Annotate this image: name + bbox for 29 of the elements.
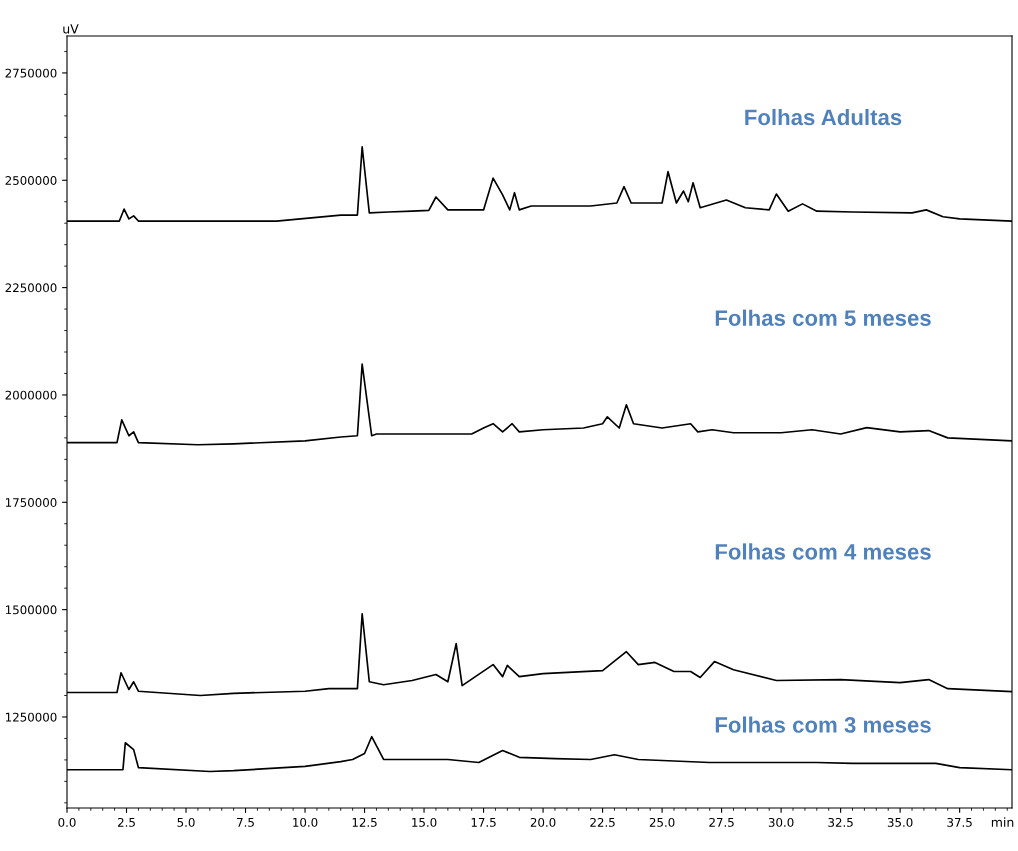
y-axis-title: uV xyxy=(63,24,79,34)
x-tick-label: 15.0 xyxy=(412,817,437,827)
x-tick-label: 5.0 xyxy=(177,817,195,827)
annotation: Folhas Adultas xyxy=(745,108,902,126)
x-tick-label: 17.5 xyxy=(471,818,496,827)
x-tick-label: 35.0 xyxy=(887,817,913,827)
annotation: Folhas com 5 meses xyxy=(715,309,931,326)
y-tick-label: 1500000 xyxy=(6,605,57,615)
y-tick-label: 2750000 xyxy=(5,68,57,78)
y-tick-label: 1250000 xyxy=(6,712,57,722)
x-tick-label: 27.5 xyxy=(709,817,734,827)
x-tick-label: 7.5 xyxy=(237,818,254,827)
x-tick-label: 12.5 xyxy=(352,817,377,827)
y-tick-label: 2000000 xyxy=(5,390,57,400)
x-tick-label: 2.5 xyxy=(117,817,135,827)
annotation: Folhas com 3 meses xyxy=(715,716,931,733)
x-tick-label: 0.0 xyxy=(58,817,76,827)
y-tick-label: 1750000 xyxy=(6,498,57,507)
x-axis-title: min xyxy=(991,817,1014,827)
y-tick-label: 2250000 xyxy=(5,283,57,293)
x-tick-label: 22.5 xyxy=(590,817,615,827)
x-tick-label: 25.0 xyxy=(649,817,675,827)
x-tick-label: 30.0 xyxy=(768,817,794,827)
x-tick-label: 20.0 xyxy=(530,817,556,827)
x-tick-label: 37.5 xyxy=(947,817,972,827)
x-tick-label: 32.5 xyxy=(828,817,853,827)
annotation: Folhas com 4 meses xyxy=(715,543,931,560)
x-tick-label: 10.0 xyxy=(293,817,318,827)
y-tick-label: 2500000 xyxy=(5,175,57,185)
